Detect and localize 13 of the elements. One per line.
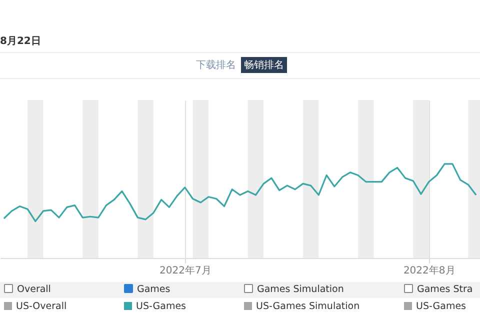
text: Games — [136, 284, 170, 295]
text: Games Stra — [416, 284, 473, 295]
legend-label: US-Games — [135, 301, 186, 312]
legend-label: US-Overall — [15, 301, 67, 312]
text: 8月22日 — [0, 35, 41, 48]
legend-label: US-Games Simulation — [255, 301, 360, 312]
x-tick-label: 2022年7月 — [160, 264, 212, 276]
legend-label: US-Games — [415, 301, 466, 312]
text: Overall — [16, 284, 51, 295]
text: Games Simulation — [256, 284, 344, 295]
text: 畅销排名 — [241, 57, 287, 73]
text: 下载排名 — [195, 58, 237, 73]
x-tick-label: 2022年8月 — [403, 264, 456, 276]
